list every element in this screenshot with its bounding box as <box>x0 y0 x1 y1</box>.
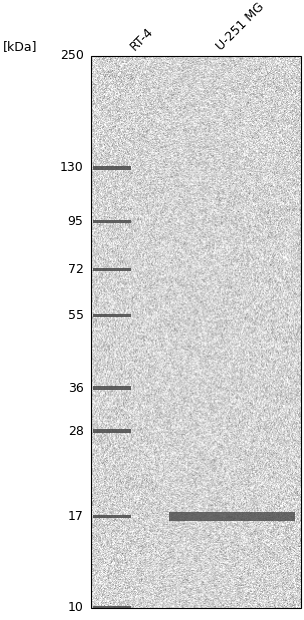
Bar <box>93 606 131 609</box>
Text: [kDa]: [kDa] <box>3 40 37 53</box>
Bar <box>93 166 131 169</box>
Text: 130: 130 <box>60 161 84 174</box>
Bar <box>93 268 131 271</box>
Bar <box>93 386 131 389</box>
Bar <box>93 220 131 223</box>
Bar <box>93 430 131 433</box>
Bar <box>93 314 131 317</box>
Bar <box>93 515 131 518</box>
Text: U-251 MG: U-251 MG <box>214 0 267 53</box>
Text: 36: 36 <box>68 381 84 394</box>
Bar <box>93 54 131 58</box>
Text: 28: 28 <box>68 425 84 438</box>
Text: 72: 72 <box>68 263 84 276</box>
Bar <box>169 512 295 521</box>
Text: 10: 10 <box>68 601 84 614</box>
Text: 250: 250 <box>60 50 84 62</box>
Text: 95: 95 <box>68 215 84 228</box>
Text: 55: 55 <box>67 309 84 322</box>
Text: 17: 17 <box>68 510 84 523</box>
Text: RT-4: RT-4 <box>128 25 156 53</box>
